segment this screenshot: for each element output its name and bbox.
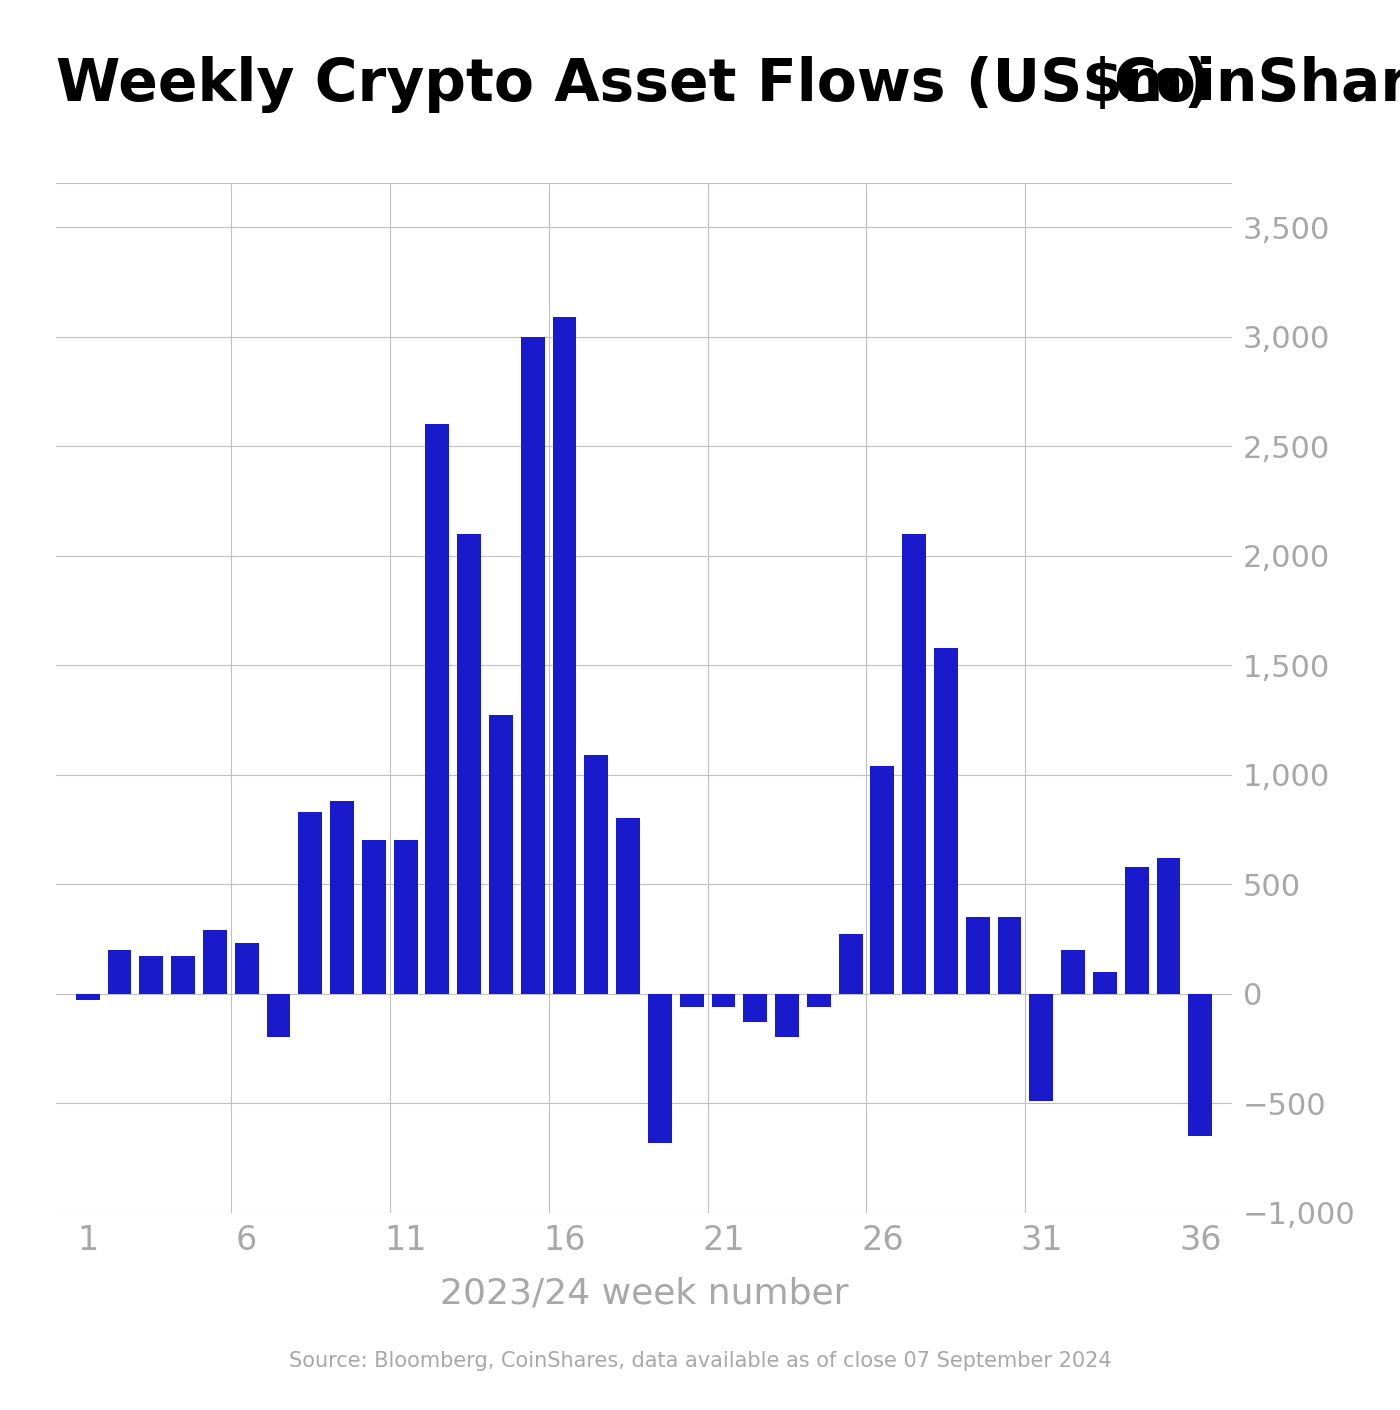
Bar xyxy=(616,818,640,994)
Bar xyxy=(330,801,354,994)
Bar xyxy=(1189,994,1212,1136)
Bar xyxy=(584,754,608,994)
Bar xyxy=(966,916,990,994)
Bar xyxy=(140,956,164,994)
Bar xyxy=(776,994,799,1038)
Bar xyxy=(521,337,545,994)
Bar xyxy=(235,943,259,994)
Bar xyxy=(648,994,672,1142)
Bar xyxy=(711,994,735,1007)
Bar xyxy=(489,715,512,994)
Bar xyxy=(553,317,577,994)
Bar xyxy=(108,950,132,994)
X-axis label: 2023/24 week number: 2023/24 week number xyxy=(440,1276,848,1310)
Bar xyxy=(363,840,386,994)
Bar xyxy=(426,424,449,994)
Bar xyxy=(871,766,895,994)
Text: CoinShares: CoinShares xyxy=(1113,56,1400,113)
Bar xyxy=(458,534,482,994)
Bar xyxy=(1124,867,1148,994)
Bar xyxy=(393,840,417,994)
Bar xyxy=(1093,971,1117,994)
Bar xyxy=(1061,950,1085,994)
Text: Source: Bloomberg, CoinShares, data available as of close 07 September 2024: Source: Bloomberg, CoinShares, data avai… xyxy=(288,1351,1112,1371)
Bar xyxy=(1029,994,1053,1101)
Bar xyxy=(839,935,862,994)
Bar xyxy=(902,534,925,994)
Bar xyxy=(1156,857,1180,994)
Bar xyxy=(266,994,290,1038)
Bar xyxy=(998,916,1022,994)
Bar xyxy=(203,931,227,994)
Bar xyxy=(298,812,322,994)
Bar xyxy=(171,956,195,994)
Bar xyxy=(934,647,958,994)
Bar xyxy=(743,994,767,1022)
Bar xyxy=(76,994,99,1000)
Bar xyxy=(806,994,830,1007)
Bar xyxy=(680,994,704,1007)
Text: Weekly Crypto Asset Flows (US$m): Weekly Crypto Asset Flows (US$m) xyxy=(56,56,1211,113)
